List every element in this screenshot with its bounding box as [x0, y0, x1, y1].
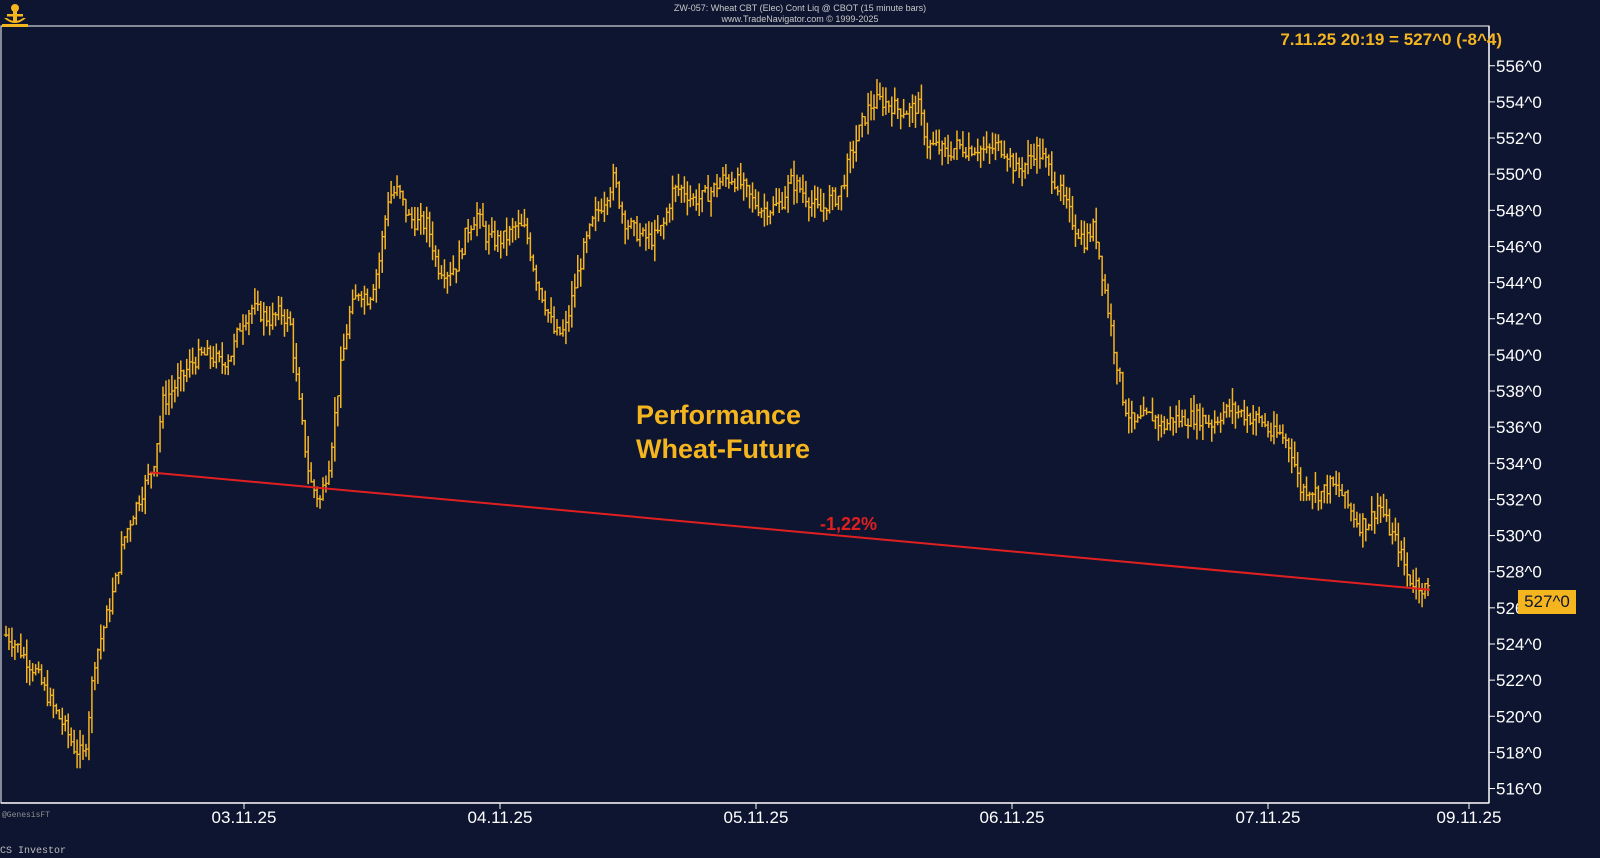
header-copyright-line: www.TradeNavigator.com © 1999-2025: [721, 14, 879, 24]
header-symbol-line: ZW-057: Wheat CBT (Elec) Cont Liq @ CBOT…: [673, 3, 927, 13]
y-tick-label: 520^0: [1496, 707, 1542, 726]
y-tick-label: 532^0: [1496, 490, 1542, 509]
y-tick-label: 524^0: [1496, 635, 1542, 654]
performance-trendline: [149, 471, 1431, 591]
y-tick-label: 548^0: [1496, 201, 1542, 220]
ohlc-bars: [3, 79, 1431, 769]
last-price-marker: 527^0: [1518, 590, 1576, 614]
y-tick-label: 554^0: [1496, 93, 1542, 112]
y-tick-label: 538^0: [1496, 382, 1542, 401]
corner-credit: @GenesisFT: [2, 811, 51, 820]
y-tick-label: 534^0: [1496, 454, 1542, 473]
x-tick-label: 03.11.25: [212, 808, 277, 827]
y-tick-label: 546^0: [1496, 237, 1542, 256]
x-tick-label: 07.11.25: [1236, 808, 1301, 827]
y-axis: 556^0 554^0 552^0 550^0 548^0 546^0 544^0 542^0…: [1489, 57, 1542, 799]
y-tick-label: 536^0: [1496, 418, 1542, 437]
y-tick-label: 540^0: [1496, 346, 1542, 365]
y-tick-label: 522^0: [1496, 671, 1542, 690]
last-quote-readout: 7.11.25 20:19 = 527^0 (-8^4): [1280, 30, 1502, 49]
y-tick-label: 518^0: [1496, 743, 1542, 762]
y-tick-label: 544^0: [1496, 274, 1542, 293]
y-tick-label: 528^0: [1496, 563, 1542, 582]
x-axis: 03.11.25 04.11.25 05.11.25 06.11.25 07.11.25…: [212, 803, 1502, 827]
x-tick-label: 06.11.25: [980, 808, 1045, 827]
footer-credit: CS Investor: [0, 846, 67, 857]
y-tick-label: 542^0: [1496, 310, 1542, 329]
logo-icon: [2, 4, 28, 27]
trendline-layer: [149, 471, 1431, 591]
y-tick-label: 516^0: [1496, 780, 1542, 799]
y-tick-label: 550^0: [1496, 165, 1542, 184]
chart-annotation-title-line1: Performance: [636, 400, 802, 430]
trendline-change-label: -1,22%: [820, 514, 878, 534]
y-tick-label: 530^0: [1496, 527, 1542, 546]
chart-header: ZW-057: Wheat CBT (Elec) Cont Liq @ CBOT…: [0, 0, 1600, 24]
y-tick-label: 552^0: [1496, 129, 1542, 148]
x-tick-label: 09.11.25: [1437, 808, 1502, 827]
x-tick-label: 05.11.25: [724, 808, 789, 827]
x-tick-label: 04.11.25: [468, 808, 533, 827]
chart-annotation-title-line2: Wheat-Future: [636, 434, 810, 464]
y-tick-label: 556^0: [1496, 57, 1542, 76]
